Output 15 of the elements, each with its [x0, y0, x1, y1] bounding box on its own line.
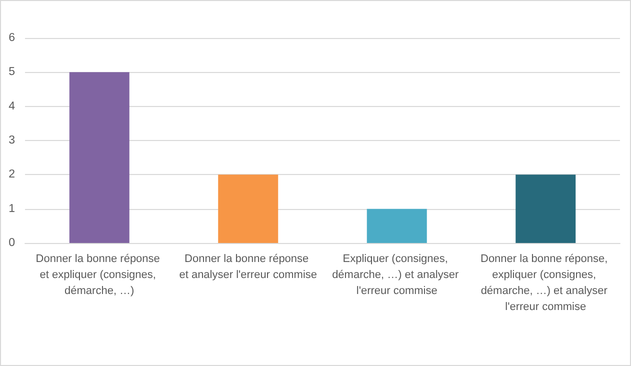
bar — [69, 72, 130, 243]
x-tick-label: Donner la bonne réponse et expliquer (consignes, démarche, …) — [36, 253, 163, 297]
y-tick-label: 0 — [8, 237, 15, 249]
x-tick-label: Donner la bonne réponse, expliquer (consignes, démarche, …) et analyser l'erreur commise — [480, 253, 611, 313]
bar — [366, 208, 427, 243]
y-tick-label: 4 — [8, 100, 16, 112]
bar — [516, 174, 576, 243]
y-tick-label: 5 — [8, 66, 15, 78]
x-tick-label: Expliquer (consignes, démarche, …) et analyser l'erreur commise — [332, 253, 462, 297]
x-tick-label: Donner la bonne réponse et analyser l'erreur commise — [179, 253, 318, 281]
y-tick-label: 3 — [8, 134, 15, 146]
y-tick-label: 6 — [8, 32, 15, 44]
y-tick-label: 1 — [8, 202, 15, 215]
y-tick-label: 2 — [8, 168, 15, 181]
bar — [218, 174, 278, 243]
